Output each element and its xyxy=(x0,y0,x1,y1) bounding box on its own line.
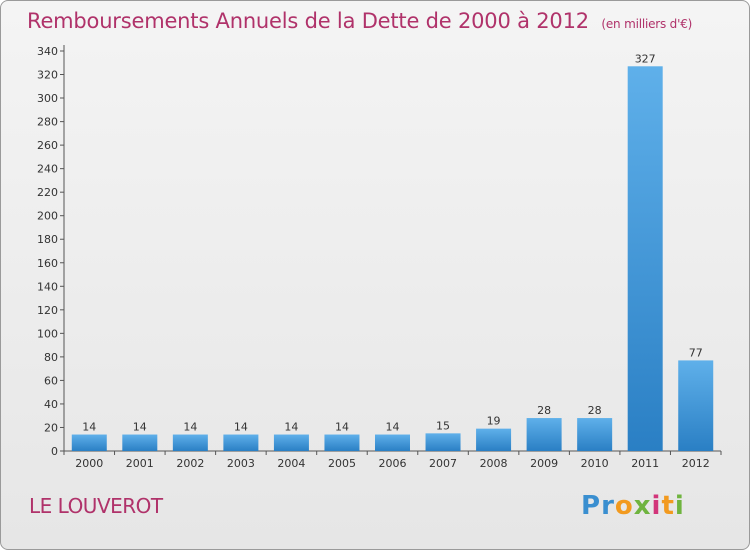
x-tick-label: 2006 xyxy=(379,457,407,470)
x-tick-label: 2000 xyxy=(75,457,103,470)
bar-value-label: 28 xyxy=(588,404,602,417)
bar-2012 xyxy=(678,360,714,451)
y-tick-label: 40 xyxy=(44,398,58,411)
y-tick-label: 220 xyxy=(37,186,58,199)
bar-value-label: 14 xyxy=(183,421,197,434)
y-tick-label: 320 xyxy=(37,69,58,82)
x-tick-label: 2011 xyxy=(631,457,659,470)
bar-value-label: 19 xyxy=(487,415,501,428)
bar-value-label: 327 xyxy=(635,52,656,65)
bar-value-label: 15 xyxy=(436,419,450,432)
bar-2002 xyxy=(172,434,208,451)
bar-value-label: 14 xyxy=(335,421,349,434)
bar-value-label: 14 xyxy=(234,421,248,434)
bar-2000 xyxy=(71,434,107,451)
x-tick-label: 2005 xyxy=(328,457,356,470)
y-tick-label: 100 xyxy=(37,327,58,340)
bar-2009 xyxy=(526,418,562,451)
bar-value-label: 14 xyxy=(386,421,400,434)
bar-2001 xyxy=(122,434,158,451)
bar-2004 xyxy=(273,434,309,451)
y-tick-label: 180 xyxy=(37,233,58,246)
bar-2003 xyxy=(223,434,259,451)
chart-title-text: Remboursements Annuels de la Dette de 20… xyxy=(27,9,589,33)
x-tick-label: 2003 xyxy=(227,457,255,470)
bar-2005 xyxy=(324,434,360,451)
y-tick-label: 160 xyxy=(37,257,58,270)
town-name: LE LOUVEROT xyxy=(29,494,163,518)
proxiti-logo: Proxiti xyxy=(581,491,685,521)
x-tick-label: 2004 xyxy=(277,457,305,470)
bar-2006 xyxy=(375,434,410,451)
y-tick-label: 140 xyxy=(37,280,58,293)
x-tick-label: 2002 xyxy=(176,457,204,470)
y-tick-label: 0 xyxy=(51,445,58,458)
x-tick-label: 2012 xyxy=(682,457,710,470)
y-tick-label: 200 xyxy=(37,210,58,223)
chart-title: Remboursements Annuels de la Dette de 20… xyxy=(27,9,692,33)
x-tick-label: 2008 xyxy=(480,457,508,470)
bar-2011 xyxy=(627,66,663,451)
y-tick-label: 260 xyxy=(37,139,58,152)
y-tick-label: 340 xyxy=(37,45,58,58)
bar-value-label: 14 xyxy=(284,421,298,434)
bar-value-label: 14 xyxy=(82,421,96,434)
y-tick-label: 120 xyxy=(37,304,58,317)
bar-2008 xyxy=(476,428,512,451)
bar-2007 xyxy=(425,433,461,451)
bar-value-label: 77 xyxy=(689,346,703,359)
bar-2010 xyxy=(577,418,613,451)
x-tick-label: 2009 xyxy=(530,457,558,470)
chart-subtitle: (en milliers d'€) xyxy=(601,17,693,31)
y-tick-label: 60 xyxy=(44,374,58,387)
y-tick-label: 300 xyxy=(37,92,58,105)
y-tick-label: 240 xyxy=(37,163,58,176)
y-tick-label: 280 xyxy=(37,116,58,129)
y-tick-label: 20 xyxy=(44,421,58,434)
x-tick-label: 2001 xyxy=(126,457,154,470)
y-tick-label: 80 xyxy=(44,351,58,364)
x-tick-label: 2007 xyxy=(429,457,457,470)
bar-value-label: 14 xyxy=(133,421,147,434)
bar-value-label: 28 xyxy=(537,404,551,417)
x-tick-label: 2010 xyxy=(581,457,609,470)
